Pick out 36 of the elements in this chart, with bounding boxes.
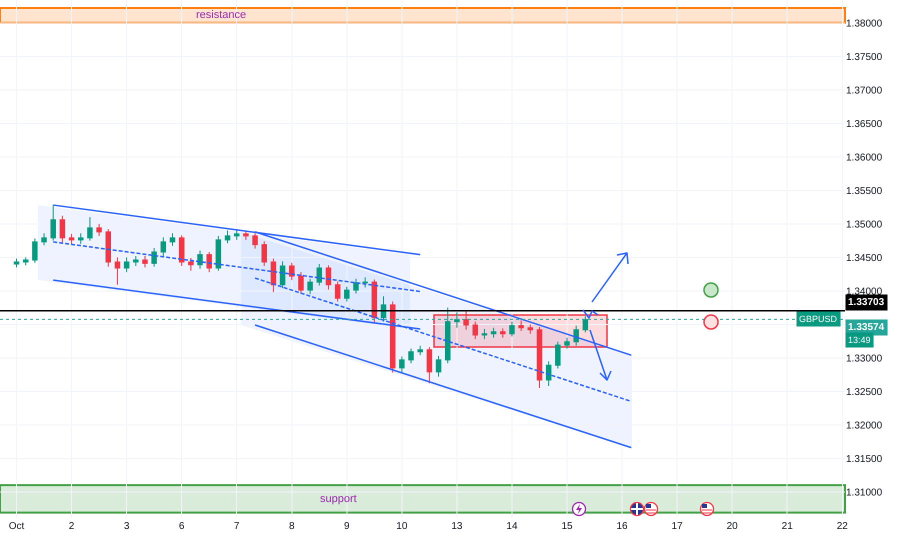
x-tick-label: 9 — [344, 521, 350, 532]
y-tick-label: 1.32500 — [846, 386, 883, 398]
x-tick-label: 3 — [124, 521, 130, 532]
ref-line-label: 1.33574 — [848, 322, 885, 333]
text: 13:49 — [848, 335, 871, 345]
y-tick-label: 1.33000 — [846, 353, 883, 364]
x-tick-label: 7 — [234, 521, 240, 532]
y-tick-label: 1.32000 — [846, 420, 883, 432]
x-tick-label: 20 — [726, 521, 738, 532]
x-tick-label: 22 — [836, 521, 848, 532]
x-tick-label: 6 — [178, 521, 185, 532]
band-label: resistance — [196, 9, 246, 21]
y-tick-label: 1.35500 — [846, 186, 883, 197]
y-tick-label: 1.31000 — [846, 487, 883, 498]
x-tick-label: 16 — [616, 521, 628, 532]
y-tick-label: 1.36500 — [846, 118, 883, 130]
y-tick-label: 1.31500 — [846, 454, 883, 465]
x-tick-label: 2 — [68, 521, 75, 532]
y-tick-label: 1.37500 — [846, 52, 883, 63]
x-tick-label: 8 — [288, 521, 295, 532]
ref-line-label: 1.33703 — [848, 297, 885, 308]
x-tick-label: 14 — [506, 521, 518, 532]
y-tick-label: 1.34500 — [846, 252, 883, 264]
y-tick-label: 1.38000 — [846, 18, 883, 30]
y-tick-label: 1.34000 — [846, 286, 883, 298]
y-tick-label: 1.37000 — [846, 85, 883, 96]
x-tick-label: Oct — [8, 521, 25, 532]
annotation: GBPUSD — [799, 314, 838, 324]
y-tick-label: 1.35000 — [846, 219, 883, 230]
x-tick-label: 10 — [396, 521, 408, 532]
band-label: support — [320, 493, 357, 505]
x-tick-label: 13 — [451, 521, 463, 532]
x-tick-label: 17 — [672, 521, 684, 532]
x-tick-label: 15 — [561, 521, 573, 532]
y-tick-label: 1.36000 — [846, 152, 883, 164]
x-tick-label: 21 — [782, 521, 794, 532]
